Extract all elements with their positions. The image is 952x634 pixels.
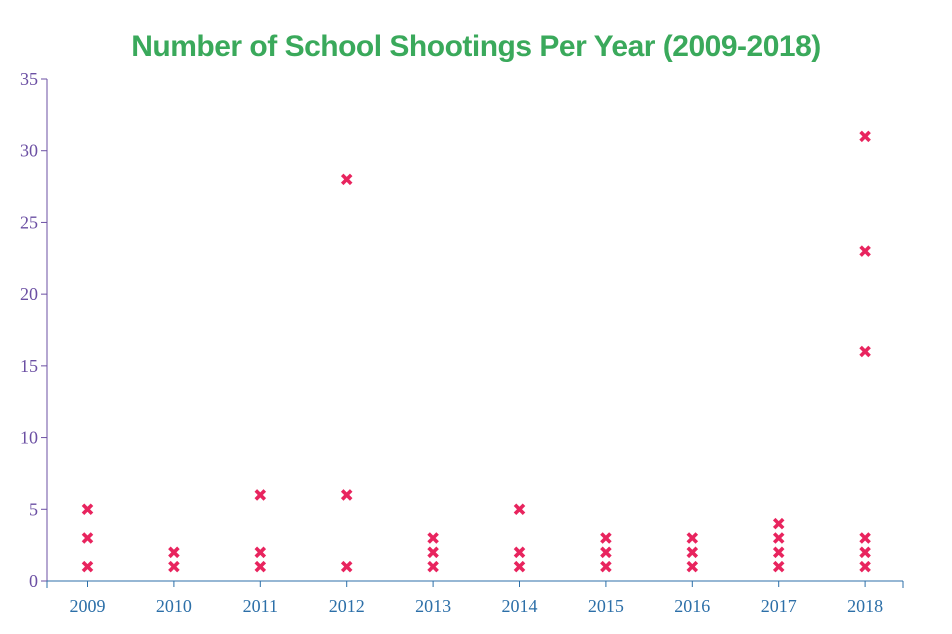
y-tick-label: 15 <box>20 356 38 376</box>
data-point <box>686 532 699 544</box>
chart-title: Number of School Shootings Per Year (200… <box>131 30 821 63</box>
data-point <box>772 560 785 573</box>
data-point <box>772 532 785 544</box>
data-point <box>168 560 180 573</box>
data-point <box>859 546 871 559</box>
data-point <box>340 173 353 186</box>
data-point <box>427 532 439 544</box>
data-point <box>254 560 267 573</box>
data-point <box>254 546 267 559</box>
data-point <box>340 489 353 501</box>
y-tick-label: 30 <box>20 141 38 161</box>
data-point <box>859 532 871 544</box>
data-point <box>600 546 612 559</box>
data-point <box>686 546 699 559</box>
y-tick-label: 20 <box>20 284 38 304</box>
x-tick-label: 2016 <box>674 596 710 616</box>
x-tick-label: 2011 <box>243 596 278 616</box>
data-point <box>81 532 94 544</box>
x-tick-label: 2014 <box>502 596 538 616</box>
x-axis: 2009 2010 2011 2012 2013 2014 2015 2016 2017 2018 <box>46 580 904 616</box>
data-point <box>859 245 871 257</box>
data-point <box>772 546 785 559</box>
data-point <box>859 130 871 143</box>
x-tick-label: 2010 <box>156 596 192 616</box>
data-point <box>254 489 267 501</box>
y-tick-label: 25 <box>20 212 38 232</box>
data-point <box>600 560 612 573</box>
data-point <box>859 560 871 573</box>
y-tick-label: 10 <box>20 428 38 448</box>
data-point <box>772 517 785 530</box>
y-tick-label: 0 <box>29 571 38 591</box>
data-point <box>686 560 699 573</box>
data-point <box>513 560 526 573</box>
data-point <box>513 546 526 559</box>
data-point <box>168 546 180 559</box>
x-tick-label: 2012 <box>329 596 365 616</box>
x-tick-label: 2018 <box>847 596 883 616</box>
data-point <box>859 345 871 358</box>
data-point <box>340 560 353 573</box>
y-axis: 0 5 10 15 20 25 30 35 <box>20 69 48 591</box>
data-point <box>81 560 94 573</box>
y-tick-label: 5 <box>29 499 38 519</box>
data-point <box>600 532 612 544</box>
data-point <box>427 560 439 573</box>
y-tick-label: 35 <box>20 69 38 89</box>
data-point <box>81 503 94 516</box>
x-tick-label: 2009 <box>70 596 106 616</box>
data-point <box>427 546 439 559</box>
x-tick-label: 2013 <box>415 596 451 616</box>
x-tick-label: 2015 <box>588 596 624 616</box>
data-point <box>513 503 526 516</box>
data-points <box>81 130 871 573</box>
x-tick-label: 2017 <box>761 596 797 616</box>
